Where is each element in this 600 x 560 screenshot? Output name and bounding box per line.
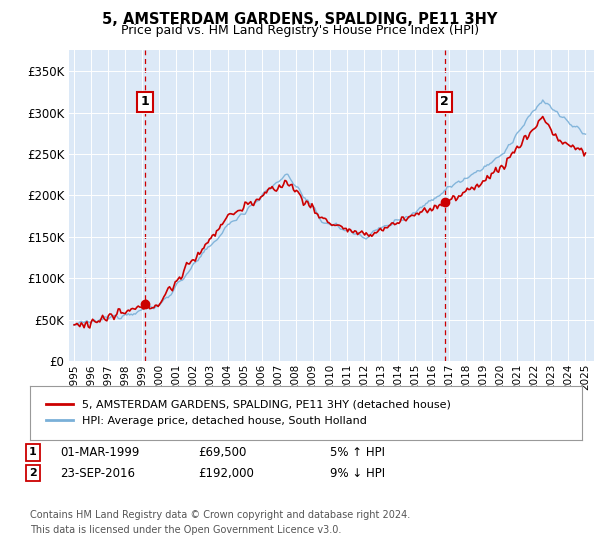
- Text: 01-MAR-1999: 01-MAR-1999: [60, 446, 139, 459]
- Text: Price paid vs. HM Land Registry's House Price Index (HPI): Price paid vs. HM Land Registry's House …: [121, 24, 479, 36]
- Text: 2: 2: [440, 95, 449, 108]
- Text: 5% ↑ HPI: 5% ↑ HPI: [330, 446, 385, 459]
- Text: £69,500: £69,500: [198, 446, 247, 459]
- Legend: 5, AMSTERDAM GARDENS, SPALDING, PE11 3HY (detached house), HPI: Average price, d: 5, AMSTERDAM GARDENS, SPALDING, PE11 3HY…: [41, 395, 455, 431]
- Text: 5, AMSTERDAM GARDENS, SPALDING, PE11 3HY: 5, AMSTERDAM GARDENS, SPALDING, PE11 3HY: [103, 12, 497, 27]
- Text: 9% ↓ HPI: 9% ↓ HPI: [330, 466, 385, 480]
- Text: Contains HM Land Registry data © Crown copyright and database right 2024.: Contains HM Land Registry data © Crown c…: [30, 510, 410, 520]
- Text: 1: 1: [141, 95, 149, 108]
- Text: 1: 1: [29, 447, 37, 458]
- Text: This data is licensed under the Open Government Licence v3.0.: This data is licensed under the Open Gov…: [30, 525, 341, 535]
- Text: 2: 2: [29, 468, 37, 478]
- Text: 23-SEP-2016: 23-SEP-2016: [60, 466, 135, 480]
- Text: £192,000: £192,000: [198, 466, 254, 480]
